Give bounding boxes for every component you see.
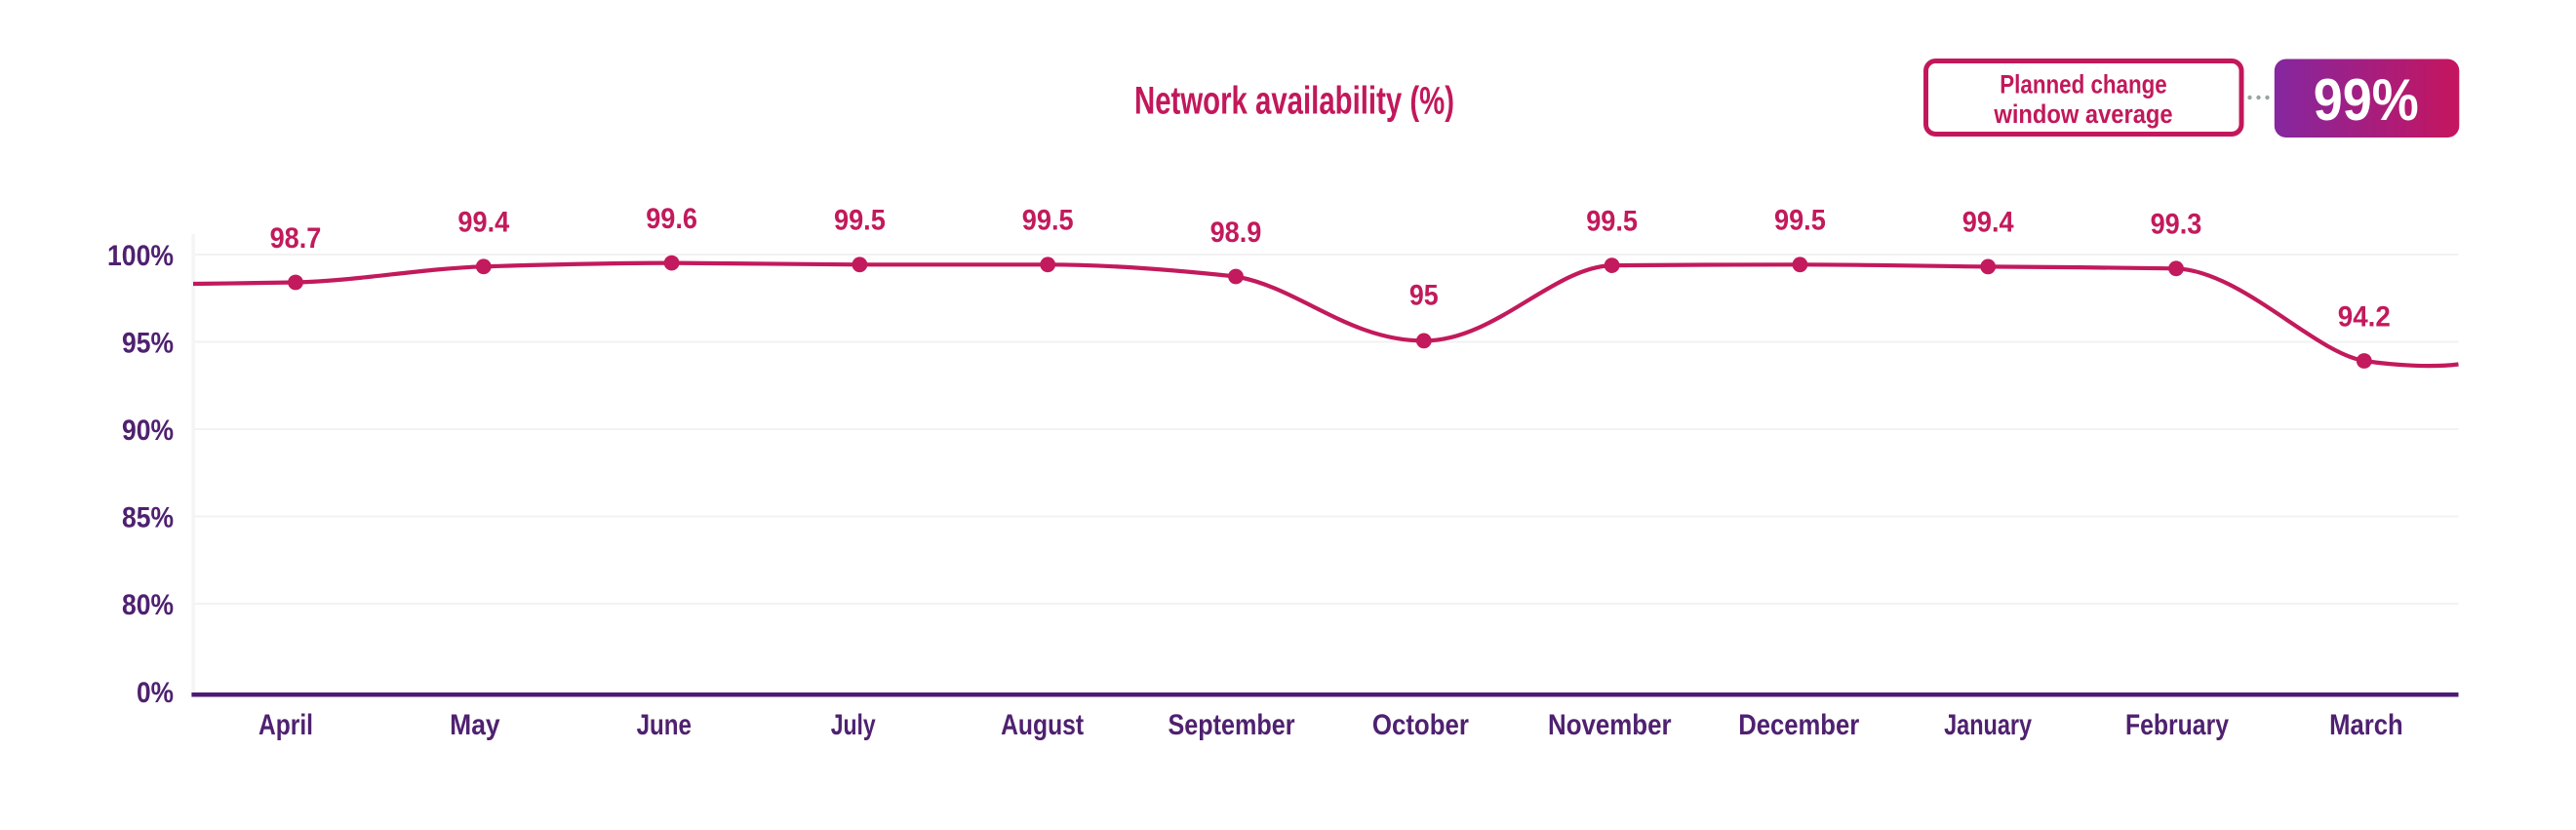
svg-text:98.7: 98.7	[270, 222, 322, 255]
svg-text:December: December	[1738, 709, 1859, 741]
svg-text:September: September	[1169, 709, 1295, 741]
svg-text:99.5: 99.5	[1774, 205, 1826, 237]
svg-text:99.5: 99.5	[834, 205, 886, 237]
svg-text:99.4: 99.4	[457, 207, 509, 239]
svg-text:99.5: 99.5	[1586, 205, 1638, 237]
svg-text:June: June	[637, 709, 692, 741]
svg-text:January: January	[1944, 709, 2032, 741]
svg-text:95%: 95%	[122, 327, 174, 359]
svg-text:99.6: 99.6	[646, 203, 697, 235]
svg-text:May: May	[450, 709, 500, 741]
svg-text:94.2: 94.2	[2338, 300, 2391, 333]
svg-text:85%: 85%	[122, 501, 174, 534]
svg-text:98.9: 98.9	[1210, 217, 1262, 249]
svg-text:99.5: 99.5	[1022, 205, 1074, 237]
svg-text:99%: 99%	[2314, 67, 2419, 133]
svg-text:0%: 0%	[137, 677, 174, 709]
svg-text:80%: 80%	[122, 589, 174, 621]
svg-text:95: 95	[1409, 280, 1439, 312]
svg-text:August: August	[1001, 709, 1084, 741]
svg-text:Planned change: Planned change	[2000, 70, 2167, 99]
svg-text:90%: 90%	[122, 415, 174, 447]
svg-text:Network availability (%): Network availability (%)	[1134, 80, 1454, 123]
svg-text:October: October	[1372, 709, 1469, 741]
svg-text:March: March	[2329, 709, 2403, 741]
svg-text:99.3: 99.3	[2151, 209, 2202, 241]
svg-text:window average: window average	[1994, 99, 2173, 129]
svg-text:99.4: 99.4	[1962, 207, 2014, 239]
svg-text:July: July	[831, 709, 876, 741]
svg-text:November: November	[1548, 709, 1672, 741]
svg-text:April: April	[258, 709, 313, 741]
svg-text:February: February	[2125, 709, 2229, 741]
svg-text:100%: 100%	[107, 240, 174, 272]
